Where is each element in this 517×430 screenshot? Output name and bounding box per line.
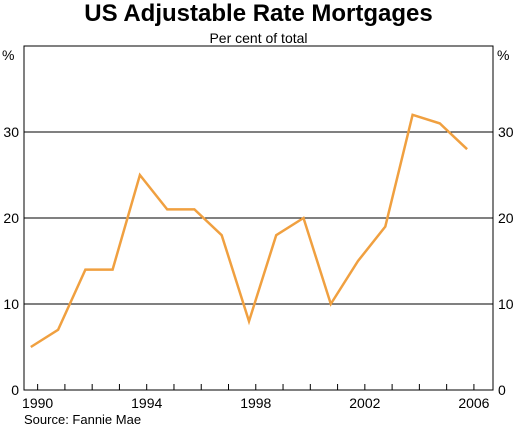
y-tick-label-left: 0 [11, 382, 19, 398]
plot-frame [23, 45, 494, 391]
x-tick-label-1994: 1994 [131, 395, 162, 411]
x-tick-label-2006: 2006 [458, 395, 489, 411]
chart-title: US Adjustable Rate Mortgages [84, 0, 433, 27]
y-unit-left: % [2, 47, 14, 63]
y-tick-label-right: 30 [498, 124, 514, 140]
source-note: Source: Fannie Mae [24, 412, 142, 427]
y-tick-label-left: 10 [3, 296, 19, 312]
x-tick-label-2002: 2002 [349, 395, 380, 411]
x-tick-label-1990: 1990 [22, 395, 53, 411]
x-tick-label-1998: 1998 [240, 395, 271, 411]
series-line [30, 113, 468, 349]
y-tick-label-left: 20 [3, 210, 19, 226]
y-tick-label-right: 10 [498, 296, 514, 312]
y-unit-right: % [497, 47, 509, 63]
y-tick-label-left: 30 [3, 124, 19, 140]
chart-subtitle: Per cent of total [209, 30, 308, 46]
y-tick-label-right: 20 [498, 210, 514, 226]
y-tick-label-right: 0 [498, 382, 506, 398]
